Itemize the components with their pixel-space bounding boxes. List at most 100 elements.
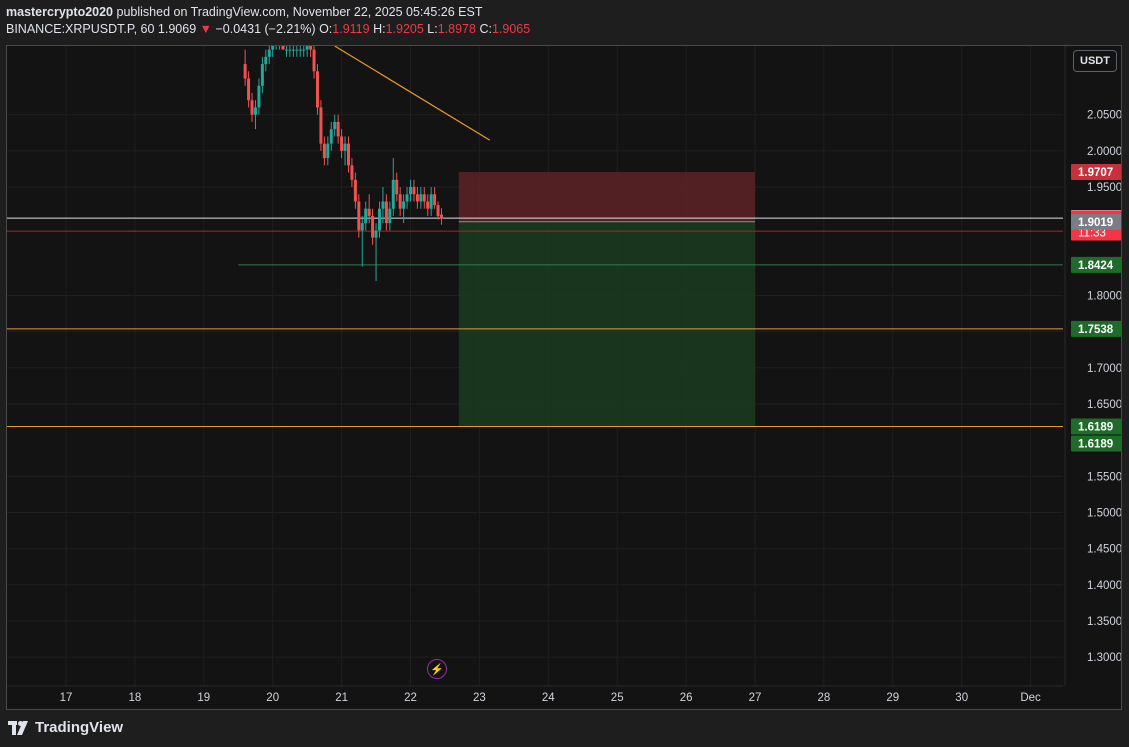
candle-body bbox=[419, 194, 423, 202]
price-label-bg bbox=[1071, 320, 1121, 337]
legend-line: BINANCE:XRPUSDT.P, 60 1.9069 ▼ −0.0431 (… bbox=[6, 21, 1106, 38]
x-tick-label: 17 bbox=[60, 692, 73, 704]
candle-body bbox=[243, 64, 247, 79]
chart-frame[interactable]: 2.05002.00001.95001.80001.75001.70001.65… bbox=[6, 45, 1122, 710]
y-tick-label: 1.7000 bbox=[1087, 363, 1122, 375]
candle-body bbox=[257, 85, 261, 108]
candle-body bbox=[305, 46, 309, 50]
price-label-bg bbox=[1071, 435, 1121, 452]
x-tick-label: Dec bbox=[1020, 692, 1041, 704]
x-tick-label: 20 bbox=[266, 692, 279, 704]
stop-loss-zone bbox=[458, 172, 755, 222]
candle-body bbox=[250, 100, 254, 115]
candle-body bbox=[412, 187, 416, 195]
price-label: 1.7538 bbox=[1078, 324, 1114, 336]
candle-body bbox=[260, 64, 264, 86]
candle-body bbox=[284, 49, 288, 51]
candle-body bbox=[367, 208, 371, 216]
candle-body bbox=[377, 208, 381, 231]
candle-body bbox=[329, 129, 333, 144]
candle-body bbox=[336, 121, 340, 137]
y-tick-label: 2.0000 bbox=[1087, 146, 1122, 158]
price-label-bg bbox=[1071, 164, 1121, 181]
x-tick-label: 26 bbox=[680, 692, 693, 704]
high-value: 1.9205 bbox=[385, 22, 424, 36]
y-tick-label: 1.5500 bbox=[1087, 471, 1122, 483]
candle-body bbox=[409, 187, 412, 195]
x-tick-label: 28 bbox=[818, 692, 831, 704]
candle-body bbox=[333, 121, 337, 130]
high-label: H: bbox=[373, 22, 386, 36]
candle-body bbox=[346, 143, 350, 166]
x-tick-label: 23 bbox=[473, 692, 486, 704]
price-label-bg bbox=[1071, 418, 1121, 435]
candle-body bbox=[267, 49, 271, 57]
candle-body bbox=[415, 194, 419, 202]
low-value: 1.8978 bbox=[437, 22, 476, 36]
candle-body bbox=[374, 230, 378, 238]
candle-body bbox=[322, 143, 326, 159]
price-chart[interactable]: 2.05002.00001.95001.80001.75001.70001.65… bbox=[7, 46, 1122, 710]
y-tick-label: 2.0500 bbox=[1087, 110, 1122, 122]
candle-body bbox=[405, 194, 409, 202]
candle-body bbox=[312, 49, 316, 72]
candle-body bbox=[247, 78, 251, 101]
candle-body bbox=[440, 214, 444, 219]
price-label: 1.6189 bbox=[1078, 421, 1113, 433]
countdown-label: 11:33 bbox=[1078, 227, 1106, 239]
candle-body bbox=[391, 179, 395, 209]
close-value: 1.9065 bbox=[491, 22, 531, 36]
candle-body bbox=[343, 143, 347, 151]
candle-body bbox=[350, 165, 354, 180]
symbol-label[interactable]: BINANCE:XRPUSDT.P, 60 bbox=[6, 22, 155, 36]
y-tick-label: 1.3000 bbox=[1087, 652, 1122, 664]
candle-body bbox=[271, 46, 275, 50]
candle-body bbox=[302, 49, 306, 51]
chart-header: mastercrypto2020 published on TradingVie… bbox=[6, 4, 1106, 38]
y-tick-label: 1.6500 bbox=[1087, 399, 1122, 411]
price-label: 1.9707 bbox=[1078, 167, 1113, 179]
price-label-bg bbox=[1071, 256, 1121, 273]
price-label: 1.8424 bbox=[1078, 260, 1114, 272]
candle-body bbox=[298, 49, 302, 51]
candle-body bbox=[436, 205, 440, 216]
down-arrow-icon: ▼ bbox=[199, 22, 213, 36]
last-price: 1.9069 bbox=[157, 22, 197, 36]
y-tick-label: 1.4000 bbox=[1087, 580, 1122, 592]
y-tick-label: 1.8000 bbox=[1087, 290, 1122, 302]
candle-body bbox=[281, 46, 285, 50]
x-tick-label: 18 bbox=[129, 692, 142, 704]
x-tick-label: 25 bbox=[611, 692, 624, 704]
trend-line bbox=[334, 46, 491, 141]
candle-body bbox=[384, 201, 388, 224]
x-tick-label: 19 bbox=[197, 692, 210, 704]
price-label: 1.9019 bbox=[1078, 217, 1113, 229]
change-value: −0.0431 (−2.21%) bbox=[215, 22, 316, 36]
candle-body bbox=[319, 107, 323, 144]
candle-body bbox=[381, 201, 385, 209]
open-value: 1.9119 bbox=[332, 22, 370, 36]
x-tick-label: 22 bbox=[404, 692, 417, 704]
author-name[interactable]: mastercrypto2020 bbox=[6, 5, 114, 19]
candle-body bbox=[360, 223, 364, 231]
candle-body bbox=[364, 208, 368, 224]
candle-body bbox=[309, 46, 313, 50]
price-label-bg bbox=[1071, 213, 1121, 230]
take-profit-zone bbox=[458, 221, 755, 427]
candle-body bbox=[357, 201, 361, 231]
publish-line: mastercrypto2020 published on TradingVie… bbox=[6, 4, 1106, 21]
candle-body bbox=[398, 194, 402, 209]
plot-area bbox=[7, 46, 1063, 686]
candle-body bbox=[395, 179, 399, 195]
price-label: 1.6189 bbox=[1078, 438, 1113, 450]
published-text: published on TradingView.com, November 2… bbox=[116, 5, 483, 19]
candle-body bbox=[422, 194, 426, 202]
y-tick-label: 1.5000 bbox=[1087, 507, 1122, 519]
low-label: L: bbox=[427, 22, 438, 36]
brand-name: TradingView bbox=[35, 719, 124, 736]
lightning-icon[interactable]: ⚡ bbox=[427, 659, 447, 679]
x-tick-label: 29 bbox=[886, 692, 899, 704]
close-label: C: bbox=[479, 22, 492, 36]
y-tick-label: 1.9500 bbox=[1087, 182, 1122, 194]
currency-unit-button[interactable]: USDT bbox=[1073, 50, 1117, 72]
